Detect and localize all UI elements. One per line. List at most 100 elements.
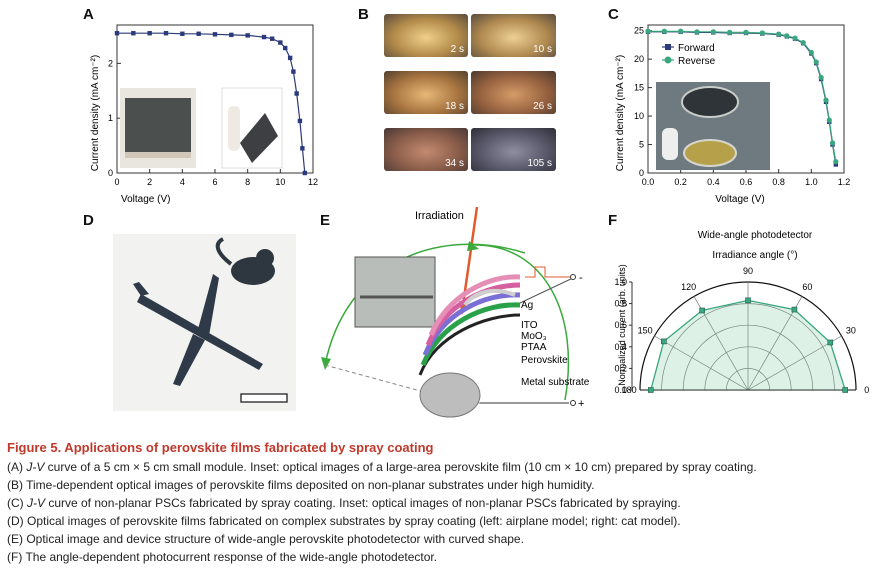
x-tick-label: 0.2 [674,177,687,187]
angle-tick-label: 150 [638,326,653,336]
y-tick-label: 15 [634,83,644,93]
models-illustration [133,237,288,403]
data-point [302,170,308,176]
x-tick-label: 12 [308,177,318,187]
panel-a-jv-chart: Voltage (V) Current density (mA cm⁻²) 0 2… [90,24,318,205]
flexible-film-photo [240,113,278,163]
data-point [791,306,798,313]
angle-tick-label: 0 [864,385,869,395]
panel-label-d: D [83,212,94,229]
x-tick-label: 0.8 [772,177,785,187]
layer-label-metal-substrate: Metal substrate [521,377,590,388]
r-tick-label: 0.8 [614,299,627,309]
data-point [196,31,201,36]
panel-a-ylabel: Current density (mA cm⁻²) [90,55,101,171]
panel-a-xlabel: Voltage (V) [121,194,170,205]
data-point [694,29,700,35]
ruler [125,152,191,158]
angle-spoke [747,335,842,391]
data-point [269,36,275,41]
scale-bar [240,393,288,403]
panel-a-curve [114,31,308,176]
x-tick-label: 10 [275,177,285,187]
x-tick-label: 0.6 [740,177,753,187]
data-point [229,32,234,38]
data-point [827,339,834,346]
y-tick-label: 0 [108,168,113,178]
panel-c-axes: 0.0 0.2 0.4 0.6 0.8 1.0 1.2 0 5 10 15 20 25 [634,24,850,187]
glove-photo [662,128,678,160]
legend-reverse-label: Reverse [678,56,716,67]
panel-label-f: F [608,212,618,229]
panel-c-jv-chart: Voltage (V) Current density (mA cm⁻²) 0.… [615,24,850,205]
data-point [842,387,848,393]
airplane-model [133,274,263,386]
data-point [808,49,814,55]
r-tick-label: 1.0 [614,277,627,287]
panel-c-ylabel: Current density (mA cm⁻²) [615,55,626,171]
time-label-2s: 2 s [450,44,464,55]
perovskite-layer [420,302,521,366]
data-point [661,28,667,34]
photodetector-photo [354,256,436,328]
legend-forward-label: Forward [678,43,715,54]
data-point [180,31,185,36]
data-point [826,117,832,123]
irradiation-arrow [461,206,479,306]
electrode-wire-top [519,276,576,304]
y-tick-label: 20 [634,54,644,64]
photo-26s: 26 s [471,71,556,114]
data-point [147,31,152,36]
layer-label-moo3: MoO₃ [521,331,547,342]
figure-caption-title: Figure 5. Applications of perovskite fil… [7,440,434,455]
x-tick-label: 6 [212,177,217,187]
x-tick-label: 0.0 [642,177,655,187]
data-point [647,387,654,393]
data-point [784,33,790,39]
film-photo [125,98,191,152]
layer-label-ag: Ag [521,300,533,311]
angle-tick-label: 90 [743,266,753,276]
data-point [833,162,839,167]
photo-2s: 2 s [384,14,468,57]
data-point [823,97,829,103]
data-point [294,91,299,96]
photo-18s: 18 s [384,71,468,114]
data-point [283,45,288,51]
data-point [699,307,705,314]
baseline-dash [324,364,436,396]
angle-arc-right [474,244,570,401]
panel-f-subtitle: Irradiance angle (°) [712,250,797,261]
data-point [759,30,765,36]
y-tick-label: 2 [108,58,113,68]
y-tick-label: 5 [639,140,644,150]
layer-label-perovskite: Perovskite [521,355,568,366]
r-tick-label: 0.2 [614,363,627,373]
data-point [745,297,751,304]
x-tick-label: 0.4 [707,177,720,187]
layer-label-ptaa: PTAA [521,342,547,353]
photo-10s: 10 s [471,14,556,57]
y-tick-label: 0 [639,168,644,178]
irradiation-label: Irradiation [415,210,464,222]
x-tick-label: 0 [114,177,119,187]
legend-forward-marker [665,44,671,50]
caption-line-b: (B) Time-dependent optical images of per… [7,478,595,492]
caption-line-a: (A) J-V curve of a 5 cm × 5 cm small mod… [7,460,757,474]
layer-label-ito: ITO [521,320,538,331]
data-point [245,33,250,38]
r-tick-label: 0.6 [614,320,627,330]
caption-line-f: (F) The angle-dependent photocurrent res… [7,550,438,564]
photo-105s: 105 s [471,128,556,171]
cat-model [215,237,275,285]
data-point [710,29,716,35]
data-point [297,118,303,124]
data-point [291,69,296,74]
time-label-26s: 26 s [533,101,552,112]
data-point [131,31,136,36]
x-tick-label: 1.0 [805,177,818,187]
data-point [833,159,839,165]
caption-line-c: (C) J-V curve of non-planar PSCs fabrica… [7,496,681,510]
data-point [727,29,733,35]
photo-34s: 34 s [384,128,468,171]
